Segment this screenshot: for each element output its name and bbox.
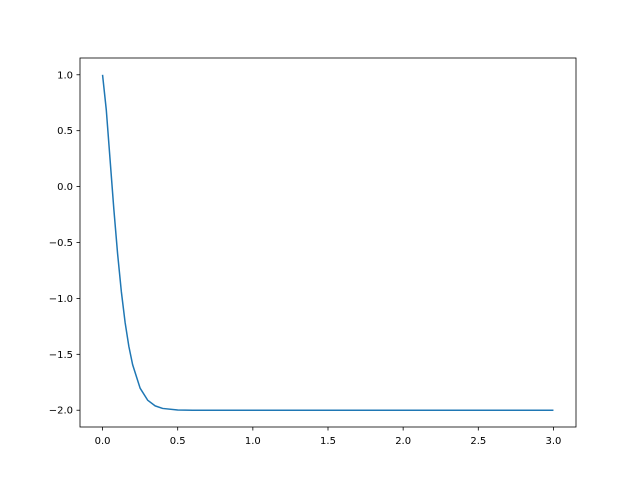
x-tick-label: 0.5 xyxy=(170,436,186,447)
x-tick-label: 2.0 xyxy=(395,436,411,447)
data-series-line xyxy=(101,74,554,411)
x-tick-label: 1.0 xyxy=(245,436,261,447)
y-axis-ticks: 1.0 0.5 0.0 −0.5 −1.0 −1.5 −2.0 xyxy=(49,70,80,417)
y-tick-label: −0.5 xyxy=(49,238,73,249)
x-axis-ticks: 0.0 0.5 1.0 1.5 2.0 2.5 3.0 xyxy=(95,427,562,447)
y-tick-label: −1.5 xyxy=(49,350,73,361)
y-tick-label: −1.0 xyxy=(49,294,73,305)
x-tick-label: 1.5 xyxy=(320,436,336,447)
y-tick-label: 1.0 xyxy=(57,70,73,81)
plot-area-frame xyxy=(79,57,577,428)
x-tick-label: 2.5 xyxy=(470,436,486,447)
y-tick-label: −2.0 xyxy=(49,406,73,417)
x-tick-label: 0.0 xyxy=(95,436,111,447)
y-tick-label: 0.0 xyxy=(57,182,73,193)
x-tick-label: 3.0 xyxy=(546,436,562,447)
y-tick-label: 0.5 xyxy=(57,126,73,137)
